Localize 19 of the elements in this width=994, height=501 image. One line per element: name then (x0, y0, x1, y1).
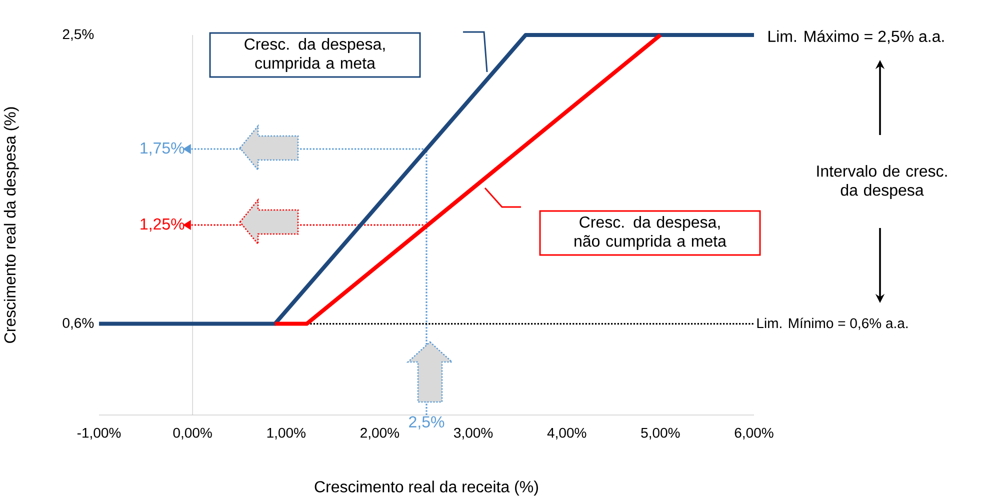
annotation: Cresc. da despesa, cumprida a meta (244, 38, 385, 72)
annotation: Cresc. da despesa, não cumprida a meta (574, 216, 726, 250)
x-tick-label: 1,00% (267, 428, 306, 440)
text: Lim. Máximo = 2,5% a.a. (768, 30, 944, 44)
ref-line-label: 1,25% (140, 218, 184, 232)
x-tick-label: 2,00% (360, 428, 400, 440)
y-tick-label: 0,6% (62, 318, 94, 330)
ref-line-label: 2,5% (409, 416, 444, 430)
x-axis-title: Crescimento real da receita (%) (314, 480, 538, 496)
x-tick-label: 0,00% (173, 428, 212, 440)
ref-line-label: 1,75% (140, 142, 184, 156)
x-tick-label: 3,00% (454, 428, 493, 440)
x-tick-label: 6,00% (734, 428, 774, 440)
ref-line-label: Lim. Mínimo = 0,6% a.a. (757, 318, 908, 330)
x-tick-label: 4,00% (547, 428, 586, 440)
x-tick-label: -1,00% (77, 428, 121, 440)
text: Intervalo de cresc. da despesa (817, 165, 947, 199)
x-tick-label: 5,00% (641, 428, 680, 440)
y-axis-title: Crescimento real da despesa (%) (4, 107, 19, 343)
